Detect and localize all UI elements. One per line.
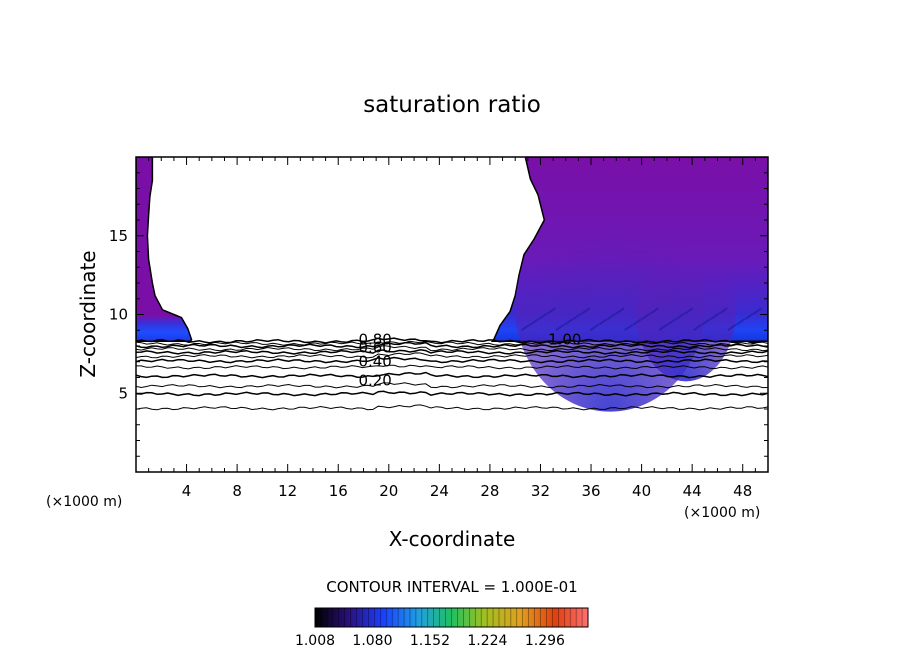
x-tick-label: 48 [733, 482, 752, 500]
y-tick-label: 10 [109, 306, 128, 324]
x-tick-label: 28 [480, 482, 499, 500]
colorbar-tick-label: 1.296 [525, 633, 565, 649]
x-tick-label: 40 [632, 482, 651, 500]
plot-area [136, 157, 768, 412]
y-tick-label: 5 [118, 384, 128, 402]
contour-line [136, 404, 768, 411]
x-axis-label: X-coordinate [389, 527, 516, 551]
wave-streak [529, 318, 539, 326]
wave-streak [572, 312, 582, 321]
wave-streak [546, 307, 556, 315]
contour-label: 1.00 [548, 330, 581, 348]
x-unit-left: (×1000 m) [46, 494, 122, 510]
wave-streak [641, 312, 651, 321]
wave-streak [701, 318, 711, 326]
contour-line [136, 371, 768, 379]
wave-streak [598, 318, 608, 326]
colorbar-tick-label: 1.224 [467, 633, 507, 649]
contour-line [136, 349, 768, 355]
contour-line [136, 352, 768, 359]
x-axis: 4 8 12 16 20 24 28 32 36 40 44 48 [148, 157, 756, 500]
contour-line [136, 364, 768, 370]
wave-streak [753, 307, 763, 315]
contour-label: 0.20 [358, 371, 391, 389]
x-tick-label: 24 [430, 482, 449, 500]
wave-streak [520, 323, 531, 332]
contour-line [136, 345, 768, 352]
wave-streak [649, 307, 660, 315]
y-axis-label: Z-coordinate [76, 250, 100, 377]
x-tick-label: 20 [379, 482, 398, 500]
wave-streak [632, 318, 642, 326]
x-tick-label: 8 [232, 482, 242, 500]
contour-line [136, 337, 768, 344]
colorbar-tick-label: 1.008 [295, 633, 335, 649]
wave-streak [692, 323, 702, 332]
y-tick-label: 15 [109, 227, 128, 245]
wave-streak [744, 312, 754, 321]
colorbar-stripes [320, 608, 583, 627]
y-axis: 5 10 15 [109, 172, 768, 457]
wave-streak [735, 318, 745, 326]
colorbar-tick-label: 1.152 [410, 633, 450, 649]
contour-line [136, 390, 768, 397]
x-tick-label: 36 [581, 482, 600, 500]
x-tick-label: 4 [182, 482, 192, 500]
contour-line [136, 340, 768, 346]
wave-streak [589, 323, 599, 332]
colorbar-tick-labels: 1.008 1.080 1.152 1.224 1.296 [295, 633, 565, 649]
wave-streak [675, 312, 685, 321]
wave-streak [606, 312, 617, 321]
contour-label: 0.80 [358, 330, 391, 348]
wave-streak [538, 312, 548, 321]
wave-streak [718, 307, 728, 315]
wave-streak [615, 307, 625, 315]
contour-line [136, 341, 768, 349]
wave-streak [727, 323, 737, 332]
supersaturation-regions [136, 157, 768, 412]
x-tick-label: 44 [683, 482, 702, 500]
contour-line [136, 356, 768, 364]
x-tick-label: 32 [531, 482, 550, 500]
contour-lines [136, 337, 768, 411]
wave-streak [563, 318, 574, 326]
colorbar: 1.008 1.080 1.152 1.224 1.296 [295, 607, 589, 649]
left-supersaturation-region [136, 157, 193, 343]
x-tick-label: 16 [329, 482, 348, 500]
colorbar-tick-label: 1.080 [352, 633, 392, 649]
contour-interval-text: CONTOUR INTERVAL = 1.000E-01 [326, 578, 577, 596]
wave-streak [710, 312, 720, 321]
chart-title: saturation ratio [363, 92, 541, 118]
contour-labels: 0.800.600.400.20 1.00 [358, 330, 581, 389]
contour-line [136, 382, 768, 389]
x-unit-right: (×1000 m) [684, 505, 760, 521]
contour-label: 0.40 [358, 352, 391, 370]
x-tick-label: 12 [278, 482, 297, 500]
wave-streak [624, 323, 634, 332]
wave-streak [555, 323, 565, 332]
wave-streak [658, 323, 668, 332]
wave-streak [667, 318, 677, 326]
contour-label: 0.60 [358, 338, 391, 356]
wave-streak [684, 307, 694, 315]
wave-streak [581, 307, 591, 315]
